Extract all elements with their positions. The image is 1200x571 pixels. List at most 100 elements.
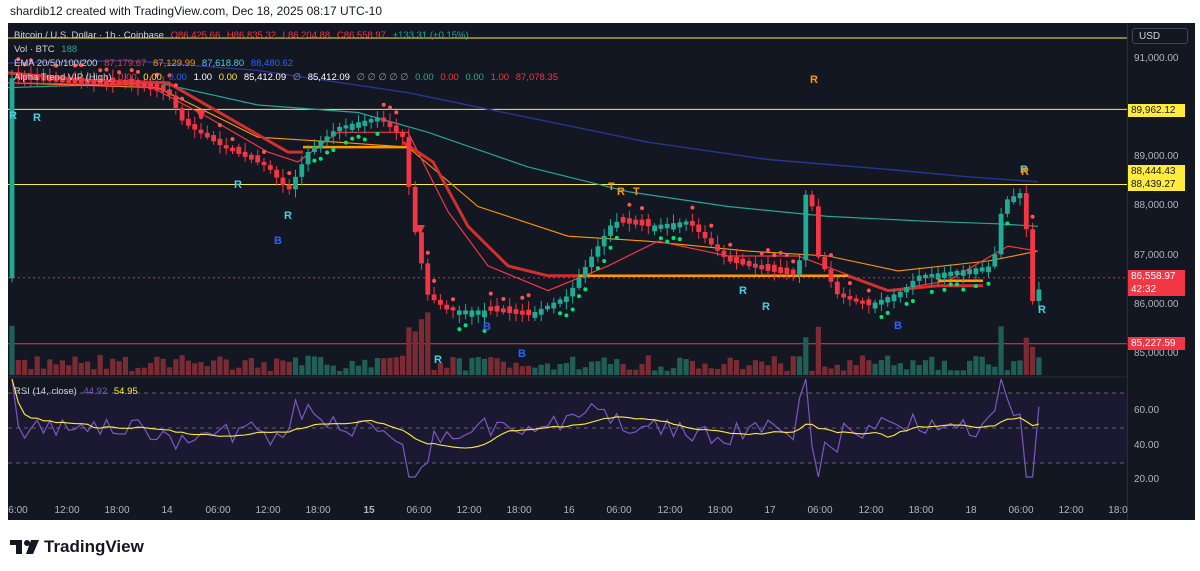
volume-bar — [66, 365, 72, 375]
volume-bar — [1004, 370, 1010, 375]
brand-name: TradingView — [44, 537, 144, 556]
alpha-value: 0.00 — [440, 72, 459, 83]
volume-bar — [406, 327, 412, 375]
trend-dot — [640, 206, 644, 211]
volume-bar — [696, 368, 702, 375]
price-tick: 87,000.00 — [1134, 250, 1179, 261]
candle — [160, 84, 166, 92]
candle — [601, 235, 607, 247]
rsi-ma-line — [11, 378, 1040, 449]
currency-selector[interactable]: USD — [1132, 28, 1188, 44]
volume-bar — [841, 370, 847, 375]
volume-bar — [204, 366, 210, 375]
trend-dot — [658, 236, 663, 241]
time-tick: 14 — [161, 505, 173, 516]
candle — [211, 135, 216, 142]
volume-bar — [456, 358, 462, 375]
candle — [419, 232, 424, 264]
trend-dot — [375, 131, 380, 136]
trend-dot — [54, 63, 59, 68]
trend-dot — [173, 83, 178, 88]
r-signal-label: R — [1021, 166, 1029, 178]
trend-dot — [784, 252, 789, 257]
volume-label[interactable]: Vol · BTC — [14, 44, 55, 55]
trend-dot — [117, 70, 122, 75]
volume-bar — [784, 370, 790, 375]
r-signal-label: R — [739, 285, 747, 297]
price-level-tag[interactable]: 88,444.43 — [1128, 165, 1185, 178]
tradingview-footer[interactable]: TradingView — [10, 537, 144, 557]
candle — [683, 221, 689, 225]
candle — [885, 297, 891, 303]
candle — [412, 186, 418, 233]
alpha-value: 87,078.35 — [515, 72, 558, 83]
trend-dot — [885, 310, 890, 315]
candle — [677, 222, 683, 228]
volume-bar — [702, 363, 708, 375]
r-signal-label: R — [810, 74, 818, 86]
volume-legend[interactable]: Vol · BTC 188 — [14, 44, 81, 55]
volume-bar — [217, 356, 223, 375]
trend-dot — [217, 123, 222, 128]
symbol-name[interactable]: Bitcoin / U.S. Dollar · 1h · Coinbase — [14, 30, 164, 41]
volume-bar — [97, 355, 103, 375]
chart-credit: shardib12 created with TradingView.com, … — [10, 4, 382, 18]
r-signal-label: R — [234, 179, 242, 191]
candle — [608, 225, 613, 236]
volume-bar — [337, 370, 343, 375]
symbol-legend[interactable]: Bitcoin / U.S. Dollar · 1h · Coinbase O8… — [14, 30, 473, 41]
price-tick: 85,000.00 — [1134, 348, 1179, 359]
alpha-trend-legend[interactable]: Alpha Trend VIP (High) 0.00 0.00 0.00 1.… — [14, 72, 562, 83]
volume-bar — [960, 370, 966, 375]
candle — [1036, 289, 1042, 301]
price-tick: 88,000.00 — [1134, 200, 1179, 211]
time-tick: 12:00 — [54, 505, 80, 516]
trend-dot — [154, 72, 159, 77]
volume-bar — [324, 364, 330, 375]
alpha-trend-label[interactable]: Alpha Trend VIP (High) — [14, 72, 112, 83]
price-level-tag[interactable]: 85,227.59 — [1128, 337, 1185, 350]
volume-bar — [135, 367, 141, 375]
volume-bar — [15, 360, 21, 375]
candle — [816, 206, 821, 257]
ema-200-value: 88,480.62 — [250, 58, 294, 69]
last-price-tag[interactable]: 86,558.97 — [1128, 270, 1185, 283]
time-tick: 12:00 — [858, 505, 884, 516]
volume-bar — [620, 363, 626, 375]
candle — [72, 77, 78, 84]
ema-label[interactable]: EMA 20/50/100/200 — [14, 58, 98, 69]
b-signal-label: B — [518, 348, 526, 360]
price-level-tag[interactable]: 89,962.12 — [1128, 104, 1185, 117]
trend-dot — [866, 288, 871, 293]
ema-legend[interactable]: EMA 20/50/100/200 87,179.67 87,129.99 87… — [14, 58, 297, 69]
trend-dot — [136, 69, 140, 74]
candle — [192, 124, 198, 130]
volume-bar — [437, 363, 443, 375]
candle — [746, 260, 752, 267]
volume-bar — [809, 370, 815, 375]
volume-bar — [444, 367, 450, 375]
candle — [538, 308, 544, 315]
price-level-tag[interactable]: 88,439.27 — [1128, 178, 1185, 191]
r-signal-label: R — [1020, 164, 1028, 176]
rsi-legend[interactable]: RSI (14, close) 44.92 54.95 — [14, 386, 142, 397]
trend-dot — [526, 293, 531, 298]
volume-bar — [526, 365, 532, 375]
volume-bar — [847, 360, 853, 375]
trend-dot — [488, 291, 493, 296]
candle — [167, 89, 172, 96]
candle — [551, 302, 557, 309]
volume-bar — [255, 367, 261, 375]
candle — [387, 121, 393, 127]
candle — [110, 77, 116, 85]
candle — [715, 244, 720, 251]
time-tick: 18:00 — [104, 505, 130, 516]
candle — [469, 310, 475, 317]
volume-bar — [488, 357, 494, 375]
r-signal-label: R — [1038, 304, 1046, 316]
volume-bar — [941, 360, 947, 375]
rsi-label[interactable]: RSI (14, close) — [14, 386, 77, 397]
t-signal-label: T — [633, 186, 640, 198]
